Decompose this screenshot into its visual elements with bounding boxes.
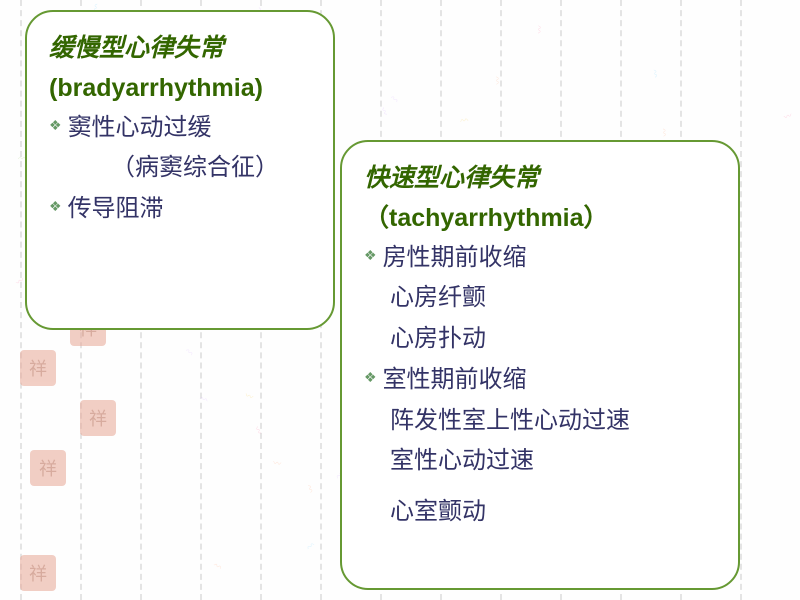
seal-stamp: 祥 (20, 555, 56, 591)
card-left-item1: ❖ 窦性心动过缓 (49, 108, 311, 149)
diamond-bullet-icon: ❖ (49, 114, 62, 138)
card-right-item1-sub1: 心房纤颤 (364, 278, 716, 319)
card-right-item2-sub3: 心室颤动 (364, 492, 716, 533)
card-right-item2: ❖ 室性期前收缩 (364, 360, 716, 401)
card-tachyarrhythmia: 快速型心律失常 （tachyarrhythmia） ❖ 房性期前收缩 心房纤颤 … (340, 140, 740, 590)
card-right-title: 快速型心律失常 (364, 160, 716, 198)
card-left-item1-sub: （病窦综合征） (49, 148, 311, 189)
diamond-bullet-icon: ❖ (364, 244, 377, 268)
seal-stamp: 祥 (80, 400, 116, 436)
card-right-item2-sub2: 室性心动过速 (364, 441, 716, 482)
diamond-bullet-icon: ❖ (364, 366, 377, 390)
card-right-item1: ❖ 房性期前收缩 (364, 238, 716, 279)
card-right-subtitle: （tachyarrhythmia） (364, 198, 716, 238)
card-left-item2: ❖ 传导阻滞 (49, 189, 311, 230)
seal-stamp: 祥 (20, 350, 56, 386)
card-right-item2-sub1: 阵发性室上性心动过速 (364, 401, 716, 442)
card-left-subtitle: (bradyarrhythmia) (49, 68, 311, 108)
card-right-item1-sub2: 心房扑动 (364, 319, 716, 360)
seal-stamp: 祥 (30, 450, 66, 486)
card-left-title: 缓慢型心律失常 (49, 30, 311, 68)
card-bradyarrhythmia: 缓慢型心律失常 (bradyarrhythmia) ❖ 窦性心动过缓 （病窦综合… (25, 10, 335, 330)
diamond-bullet-icon: ❖ (49, 195, 62, 219)
